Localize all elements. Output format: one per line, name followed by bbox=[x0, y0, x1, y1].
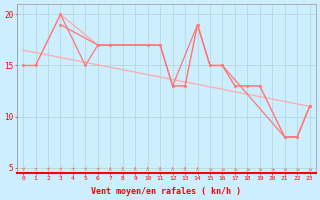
X-axis label: Vent moyen/en rafales ( kn/h ): Vent moyen/en rafales ( kn/h ) bbox=[92, 187, 241, 196]
